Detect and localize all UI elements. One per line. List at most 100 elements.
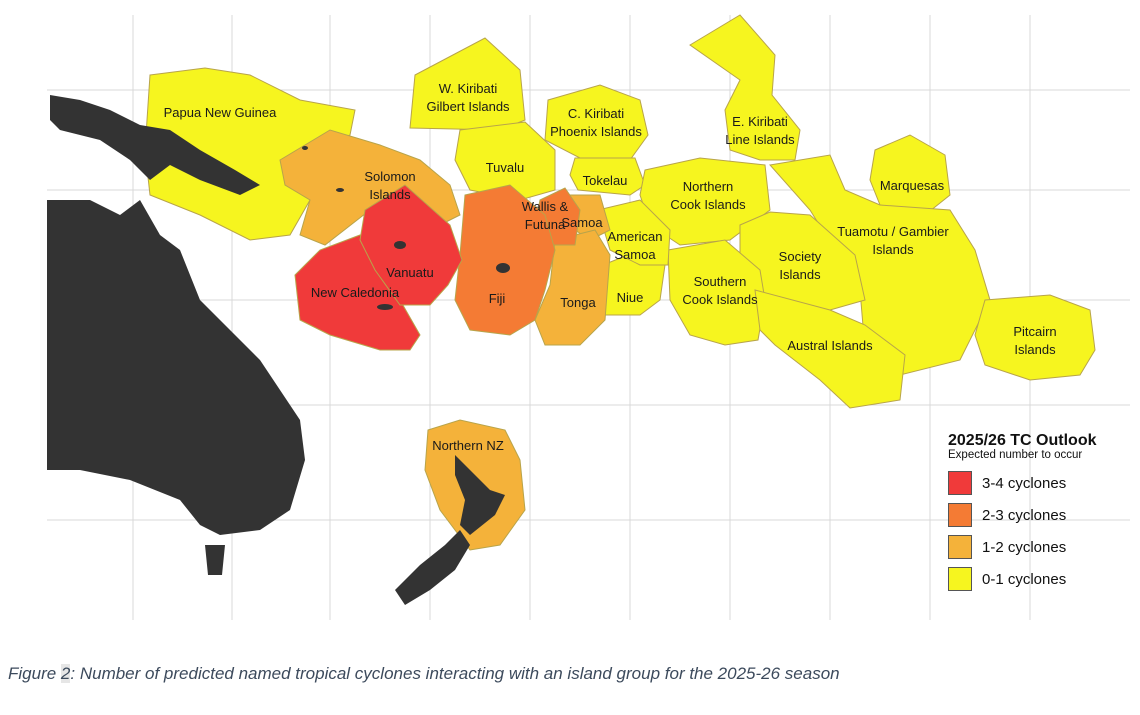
region-label-line: Cook Islands — [670, 197, 746, 212]
region-ekir[interactable] — [689, 14, 801, 161]
region-label-line: Austral Islands — [787, 338, 873, 353]
region-label-line: Papua New Guinea — [164, 105, 278, 120]
region-label-line: Gilbert Islands — [426, 99, 510, 114]
region-label-line: Islands — [369, 187, 411, 202]
region-ckir[interactable] — [544, 84, 649, 161]
legend-swatch — [948, 503, 972, 527]
region-label-line: W. Kiribati — [439, 81, 498, 96]
region-label-niue: Niue — [617, 290, 644, 305]
region-label-line: Marquesas — [880, 178, 945, 193]
region-label-line: American — [608, 229, 663, 244]
region-label-line: Pitcairn — [1013, 324, 1056, 339]
island-mark — [496, 263, 510, 273]
legend-label: 2-3 cyclones — [982, 506, 1067, 524]
caption-prefix: Figure — [8, 664, 61, 683]
land-nz-north — [455, 455, 505, 535]
legend-item-c34: 3-4 cyclones — [948, 467, 1097, 499]
island-mark — [336, 188, 344, 192]
region-label-line: Wallis & — [522, 199, 569, 214]
region-label-tuam: Tuamotu / Gambier Islands — [837, 224, 949, 257]
region-vanuatu[interactable] — [359, 184, 463, 306]
island-mark — [394, 241, 406, 249]
island-mark — [302, 146, 308, 150]
region-label-tonga: Tonga — [560, 295, 596, 310]
region-label-ncook: Northern Cook Islands — [670, 179, 746, 212]
region-label-newcal: New Caledonia — [311, 285, 400, 300]
region-label-line: Southern — [694, 274, 747, 289]
land-tasmania — [205, 545, 225, 575]
region-label-line: Line Islands — [725, 132, 795, 147]
legend-item-c23: 2-3 cyclones — [948, 499, 1097, 531]
region-marq[interactable] — [869, 134, 951, 216]
region-label-austral: Austral Islands — [787, 338, 873, 353]
region-label-tuvalu: Tuvalu — [486, 160, 525, 175]
region-label-wallis: Wallis & Futuna — [522, 199, 569, 232]
region-label-line: Vanuatu — [386, 265, 433, 280]
legend-label: 1-2 cyclones — [982, 538, 1067, 556]
region-label-line: Tuvalu — [486, 160, 525, 175]
region-label-line: Phoenix Islands — [550, 124, 642, 139]
region-label-line: Samoa — [561, 215, 603, 230]
legend-swatch — [948, 567, 972, 591]
region-label-line: Islands — [1014, 342, 1056, 357]
figure-number: 2 — [60, 664, 71, 683]
land-new-guinea — [50, 95, 260, 195]
region-pitcairn[interactable] — [974, 294, 1096, 381]
region-label-amsamoa: American Samoa — [608, 229, 663, 262]
figure-caption: Figure 2: Number of predicted named trop… — [8, 664, 840, 684]
region-label-ckir: C. Kiribati Phoenix Islands — [550, 106, 642, 139]
region-label-solomon: Solomon Islands — [364, 169, 415, 202]
legend-swatch — [948, 535, 972, 559]
region-label-wkir: W. Kiribati Gilbert Islands — [426, 81, 510, 114]
region-label-marq: Marquesas — [880, 178, 945, 193]
region-tuvalu[interactable] — [454, 121, 556, 201]
region-label-society: Society Islands — [779, 249, 822, 282]
region-label-scook: Southern Cook Islands — [682, 274, 758, 307]
land-nz-south — [395, 530, 470, 605]
legend-title: 2025/26 TC Outlook — [948, 432, 1097, 449]
region-label-png: Papua New Guinea — [164, 105, 278, 120]
region-label-vanuatu: Vanuatu — [386, 265, 433, 280]
region-tonga[interactable] — [534, 229, 611, 346]
region-wkir[interactable] — [409, 37, 526, 131]
landmass-layer — [47, 95, 510, 605]
region-label-line: Islands — [872, 242, 914, 257]
region-austral[interactable] — [754, 289, 906, 409]
region-scook[interactable] — [667, 239, 766, 346]
legend-label: 0-1 cyclones — [982, 570, 1067, 588]
region-label-line: Society — [779, 249, 822, 264]
cyclone-outlook-map: Papua New Guinea W. Kiribati Gilbert Islan… — [47, 14, 1130, 620]
legend-label: 3-4 cyclones — [982, 474, 1067, 492]
land-australia — [47, 200, 305, 535]
region-label-tokelau: Tokelau — [583, 173, 628, 188]
region-label-line: Northern NZ — [432, 438, 504, 453]
island-mark — [377, 304, 393, 310]
region-label-fiji: Fiji — [489, 291, 506, 306]
region-label-samoa: Samoa — [561, 215, 603, 230]
caption-text: : Number of predicted named tropical cyc… — [70, 664, 840, 683]
region-label-pitcairn: Pitcairn Islands — [1013, 324, 1056, 357]
legend-subtitle: Expected number to occur — [948, 449, 1083, 461]
region-label-line: Niue — [617, 290, 644, 305]
region-amsamoa[interactable] — [597, 199, 671, 266]
legend-swatch — [948, 471, 972, 495]
region-label-nnz: Northern NZ — [432, 438, 504, 453]
region-label-ekir: E. Kiribati Line Islands — [725, 114, 795, 147]
region-label-line: Tuamotu / Gambier — [837, 224, 949, 239]
region-label-line: Cook Islands — [682, 292, 758, 307]
region-label-line: C. Kiribati — [568, 106, 624, 121]
region-label-line: New Caledonia — [311, 285, 400, 300]
region-fiji[interactable] — [454, 184, 556, 336]
region-label-line: Islands — [779, 267, 821, 282]
map-legend: 2025/26 TC Outlook Expected number to oc… — [948, 432, 1097, 595]
legend-item-c12: 1-2 cyclones — [948, 531, 1097, 563]
region-label-line: Solomon — [364, 169, 415, 184]
region-label-line: Tonga — [560, 295, 596, 310]
region-label-line: Fiji — [489, 291, 506, 306]
region-tokelau[interactable] — [569, 157, 646, 196]
label-layer: Papua New Guinea W. Kiribati Gilbert Islan… — [164, 81, 1057, 453]
region-newcal[interactable] — [294, 234, 421, 351]
region-label-line: Tokelau — [583, 173, 628, 188]
region-label-line: Northern — [683, 179, 734, 194]
region-layer — [144, 14, 1096, 551]
